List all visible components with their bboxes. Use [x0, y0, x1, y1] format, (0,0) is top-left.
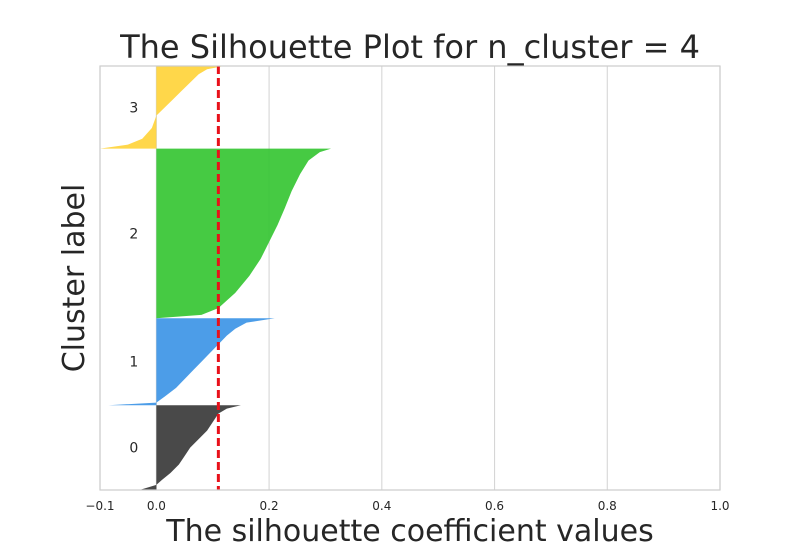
x-tick-label-2: 0.2: [260, 499, 279, 513]
x-tick-label-1: 0.0: [147, 499, 166, 513]
cluster-3-silhouette: [100, 66, 224, 149]
cluster-2-silhouette: [156, 148, 332, 319]
cluster-label-3: 3: [129, 100, 138, 116]
cluster-labels: 0 1 2 3: [129, 100, 138, 456]
y-axis-label: Cluster label: [57, 184, 92, 373]
x-axis-label: The silhouette coefficient values: [165, 514, 653, 549]
cluster-silhouette-areas: [100, 66, 332, 490]
plot-frame: [99, 65, 721, 491]
x-tick-label-3: 0.4: [372, 499, 391, 513]
x-tick-label-6: 1.0: [710, 499, 729, 513]
cluster-label-0: 0: [129, 441, 138, 457]
x-tick-label-5: 0.8: [598, 499, 617, 513]
chart-title: The Silhouette Plot for n_cluster = 4: [119, 28, 700, 66]
x-tick-label-0: −0.1: [85, 499, 114, 513]
cluster-label-2: 2: [129, 226, 138, 242]
cluster-0-silhouette: [139, 405, 241, 490]
cluster-label-1: 1: [129, 355, 138, 371]
x-tick-labels: −0.1 0.0 0.2 0.4 0.6 0.8 1.0: [85, 499, 729, 513]
cluster-1-silhouette: [108, 318, 275, 406]
x-tick-label-4: 0.6: [485, 499, 504, 513]
